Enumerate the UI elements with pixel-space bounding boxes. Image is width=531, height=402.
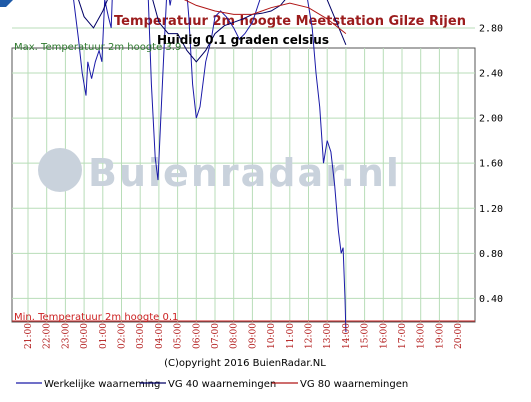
x-tick-label: 19:00 [435, 323, 445, 349]
legend: Werkelijke waarneming VG 40 waarnemingen V… [16, 379, 408, 390]
series-line-2 [78, 0, 347, 63]
x-tick-label: 08:00 [230, 323, 240, 349]
corner-mark-icon [0, 0, 13, 7]
x-tick-label: 20:00 [454, 323, 464, 349]
x-tick-label: 10:00 [267, 323, 277, 349]
max-label: Max. Temperatuur 2m hoogte 3.9 [14, 42, 181, 53]
x-tick-label: 13:00 [323, 323, 333, 349]
x-tick-label: 05:00 [174, 323, 184, 349]
watermark-logo-icon [38, 148, 82, 192]
x-tick-label: 06:00 [192, 323, 202, 349]
x-tick-label: 17:00 [398, 323, 408, 349]
x-tick-label: 14:00 [342, 323, 352, 349]
x-tick-label: 01:00 [99, 323, 109, 349]
series-line-3 [183, 0, 347, 34]
x-tick-label: 00:00 [80, 323, 90, 349]
copyright: (C)opyright 2016 BuienRadar.NL [164, 358, 326, 369]
x-tick-label: 03:00 [136, 323, 146, 349]
x-axis-ticks: 21:00 22:00 23:00 00:00 01:00 02:00 03:00 04:00… [24, 323, 464, 349]
plot-area [11, 47, 476, 323]
watermark: Buienradar.nl [38, 148, 401, 195]
y-tick-label: 2.40 [479, 69, 503, 80]
x-tick-label: 23:00 [61, 323, 71, 349]
x-tick-label: 09:00 [248, 323, 258, 349]
legend-label: VG 80 waarnemingen [300, 379, 408, 390]
y-tick-label: 1.20 [479, 204, 503, 215]
y-tick-label: 0.40 [479, 294, 503, 305]
y-tick-label: 1.60 [479, 159, 503, 170]
series-layer [73, 0, 347, 333]
y-tick-label: 2.80 [479, 23, 503, 34]
x-tick-label: 12:00 [305, 323, 315, 349]
series-line-1 [73, 0, 347, 333]
chart-title: Temperatuur 2m hoogte Meetstation Gilze … [114, 14, 466, 29]
x-tick-label: 18:00 [417, 323, 427, 349]
x-tick-label: 16:00 [379, 323, 389, 349]
legend-label: Werkelijke waarneming [44, 379, 160, 390]
x-tick-label: 22:00 [43, 323, 53, 349]
x-tick-label: 02:00 [118, 323, 128, 349]
x-tick-label: 07:00 [211, 323, 221, 349]
watermark-text: Buienradar.nl [88, 151, 401, 195]
x-tick-label: 11:00 [286, 323, 296, 349]
y-tick-label: 2.00 [479, 114, 503, 125]
legend-label: VG 40 waarnemingen [168, 379, 276, 390]
min-label: Min. Temperatuur 2m hoogte 0.1 [14, 312, 178, 323]
x-tick-label: 21:00 [24, 323, 34, 349]
y-axis-ticks: 0.400.801.201.602.002.402.803.203.60 [479, 23, 503, 305]
x-tick-label: 15:00 [361, 323, 371, 349]
x-tick-label: 04:00 [155, 323, 165, 349]
y-tick-label: 0.80 [479, 249, 503, 260]
chart-subtitle: Huidig 0.1 graden celsius [157, 33, 329, 47]
